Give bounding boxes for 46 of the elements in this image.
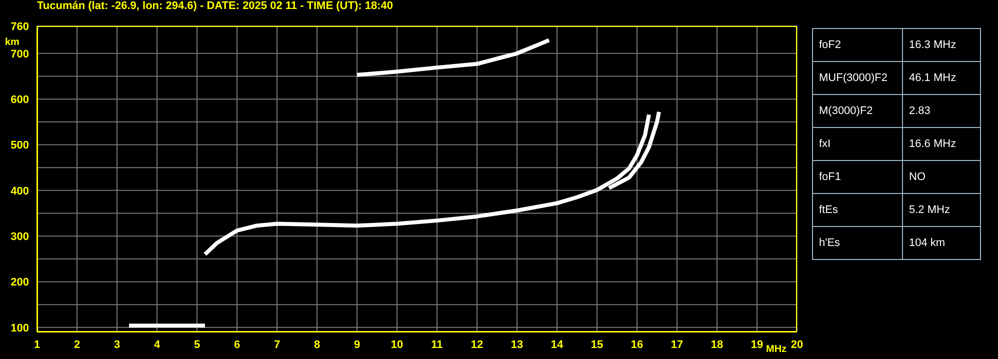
y-tick-label: 300 [10, 230, 29, 243]
x-tick-label: 11 [431, 338, 443, 351]
x-tick-label: 6 [234, 338, 240, 351]
y-tick-label: 760 [10, 20, 29, 33]
text: 16.6 MHz [902, 128, 980, 160]
y-tick-label: 600 [10, 94, 29, 106]
text: 46.1 MHz [902, 62, 980, 94]
category-label: foF2 [812, 28, 902, 62]
category-label: MUF(3000)F2 [812, 62, 902, 94]
text: 2.83 [902, 94, 980, 128]
x-tick-label: 4 [154, 338, 161, 351]
text: 5.2 MHz [902, 194, 980, 226]
y-tick-label: 100 [10, 322, 29, 334]
y-tick-label: 500 [10, 140, 29, 152]
x-tick-label: 15 [590, 338, 604, 351]
category-label: fxI [812, 128, 902, 160]
category-label: h'Es [812, 226, 902, 260]
category-label: ftEs [812, 194, 902, 226]
x-tick-label: 2 [74, 338, 80, 351]
x-tick-label: 9 [354, 338, 360, 351]
x-tick-label: 8 [314, 338, 320, 351]
x-tick-label: 20 [790, 338, 804, 351]
x-tick-label: 17 [670, 338, 684, 351]
x-tick-label: 5 [194, 338, 200, 351]
chart-title: Tucumán (lat: -26.9, lon: 294.6) - DATE: 2025 02 11 - TIME (UT): 18:40 [37, 0, 393, 12]
text: 16.3 MHz [902, 28, 980, 62]
y-tick-label: 400 [10, 185, 29, 198]
text: NO [902, 160, 980, 194]
category-label: foF1 [812, 160, 902, 194]
category-label: M(3000)F2 [812, 94, 902, 128]
x-axis-title: MHz [766, 344, 787, 355]
x-tick-label: 13 [510, 338, 524, 351]
x-tick-label: 10 [390, 338, 404, 351]
x-tick-label: 16 [630, 338, 644, 351]
x-tick-label: 14 [550, 338, 564, 351]
x-tick-label: 3 [114, 338, 120, 351]
line-series [355, 38, 551, 77]
x-tick-label: 1 [34, 338, 40, 351]
x-tick-label: 12 [470, 338, 484, 351]
x-tick-label: 18 [710, 338, 724, 351]
y-tick-label: 200 [10, 276, 29, 289]
y-axis-title: km [5, 37, 20, 48]
x-tick-label: 7 [274, 338, 280, 351]
y-tick-label: 700 [10, 48, 29, 60]
text: 104 km [902, 226, 980, 260]
x-tick-label: 19 [750, 338, 764, 351]
